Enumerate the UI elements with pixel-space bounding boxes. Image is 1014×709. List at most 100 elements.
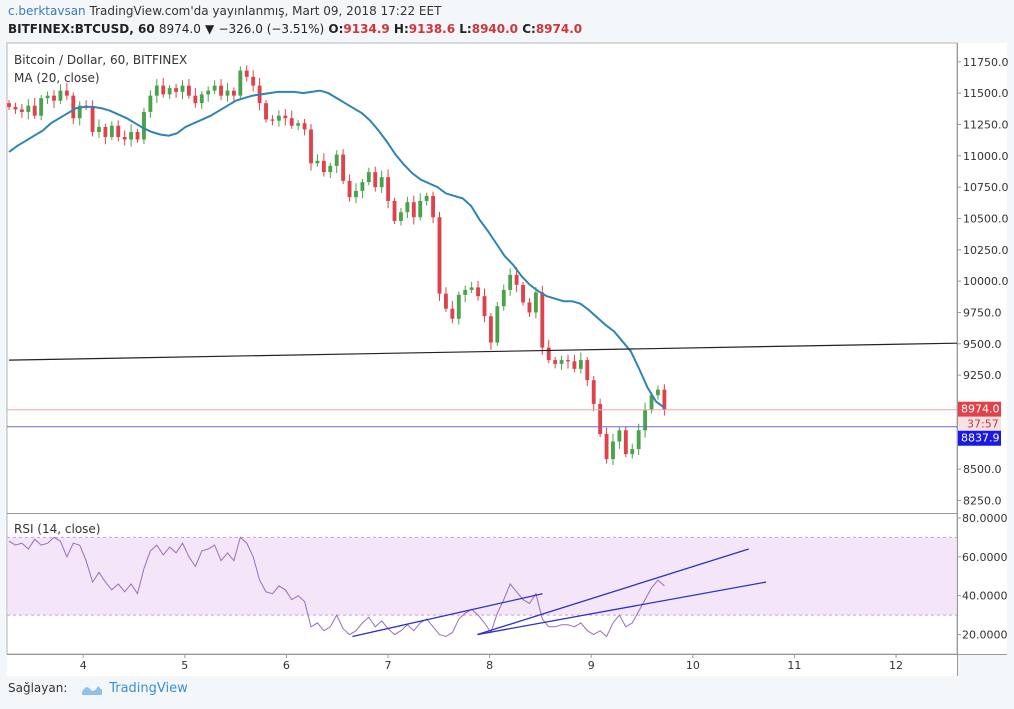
rsi-tick-label: 20.0000	[962, 629, 1008, 642]
candle-body	[572, 361, 577, 369]
candle-body	[231, 90, 236, 96]
candle-body	[276, 115, 281, 121]
price-tick-label: 10250.0	[963, 244, 1009, 257]
publish-info: c.berktavsan TradingView.com'da yayınlan…	[8, 4, 441, 18]
candle-body	[167, 88, 172, 95]
candle-body	[553, 360, 558, 364]
candle-body	[321, 160, 326, 173]
candle-body	[154, 85, 159, 96]
rsi-band	[8, 537, 957, 616]
candle-body	[354, 190, 358, 198]
candle-body	[39, 98, 44, 116]
tradingview-link[interactable]: TradingView	[109, 681, 188, 696]
candle-body	[444, 293, 448, 309]
change-value: −326.0 (−3.51%)	[218, 22, 325, 36]
time-tick-label: 6	[283, 659, 290, 672]
rsi-trendline[interactable]	[352, 593, 543, 638]
candle-body	[135, 131, 140, 140]
rsi-legend: RSI (14, close)	[14, 522, 100, 536]
price-tick-label: 11250.0	[963, 118, 1009, 131]
candle-body	[174, 88, 179, 92]
candle-body	[559, 360, 564, 364]
candle-body	[7, 103, 11, 107]
candle-body	[643, 410, 648, 431]
symbol-label: BITFINEX:BTCUSD, 60	[8, 22, 155, 36]
candle-body	[360, 182, 365, 191]
candle-body	[476, 287, 480, 297]
countdown-tag: 37:57	[967, 418, 999, 431]
candle-body	[212, 85, 217, 91]
candle-body	[58, 90, 63, 101]
candle-body	[225, 90, 230, 96]
time-tick-label: 5	[181, 659, 188, 672]
candle-body	[283, 115, 288, 119]
candle-body	[379, 177, 384, 188]
candle-body	[463, 289, 468, 295]
price-tick-label: 10500.0	[963, 212, 1009, 225]
resistance-trendline[interactable]	[9, 342, 958, 361]
tradingview-logo-icon[interactable]	[81, 682, 103, 696]
candle-body	[623, 430, 628, 455]
price-tick-label: 10000.0	[963, 275, 1009, 288]
username-link[interactable]: c.berktavsan	[8, 4, 86, 18]
provider-label: Sağlayan:	[8, 681, 68, 695]
candle-body	[662, 389, 667, 410]
low-value: 8940.0	[471, 22, 519, 36]
time-tick-label: 10	[686, 659, 700, 672]
candle-body	[405, 202, 410, 213]
candle-body	[488, 316, 493, 343]
candle-body	[206, 90, 211, 95]
candle-body	[334, 154, 339, 166]
candle-body	[482, 296, 487, 317]
candle-body	[315, 160, 320, 164]
rsi-tick-label: 60.0000	[962, 551, 1008, 564]
high-value: 9138.6	[408, 22, 456, 36]
candle-body	[411, 202, 416, 218]
candle-body	[116, 125, 121, 137]
rsi-line	[8, 536, 665, 638]
candle-body	[527, 302, 532, 313]
price-tick-label: 8500.0	[963, 463, 1002, 476]
candle-body	[418, 200, 423, 218]
rsi-trendline[interactable]	[477, 581, 767, 636]
trendlines-group[interactable]	[9, 342, 958, 638]
time-tick-label: 11	[787, 659, 801, 672]
candle-body	[521, 284, 525, 303]
candle-body	[347, 180, 352, 198]
rsi-trendline[interactable]	[477, 548, 749, 636]
candle-body	[45, 95, 50, 99]
candle-body	[366, 172, 371, 183]
price-tick-label: 9500.0	[963, 338, 1002, 351]
candle-body	[71, 95, 76, 119]
time-tick-label: 12	[889, 659, 903, 672]
time-tick-label: 4	[80, 659, 87, 672]
candle-body	[238, 70, 243, 96]
candle-body	[566, 360, 570, 362]
candle-body	[386, 177, 391, 201]
candle-body	[598, 403, 603, 435]
line-price-tag: 8837.9	[961, 432, 1000, 445]
price-axis[interactable]	[958, 43, 1007, 654]
price-pane[interactable]	[7, 43, 957, 513]
candle-body	[289, 118, 294, 126]
rsi-tick-label: 80.0000	[962, 512, 1008, 525]
candle-body	[501, 289, 506, 307]
candle-body	[431, 195, 436, 218]
candle-body	[296, 123, 301, 126]
low-label: L:	[459, 22, 472, 36]
candle-body	[142, 111, 146, 140]
time-axis[interactable]	[7, 655, 957, 676]
rsi-tick-label: 40.0000	[962, 590, 1008, 603]
candle-body	[148, 95, 153, 112]
candle-body	[52, 95, 56, 101]
candle-body	[591, 380, 596, 404]
price-tick-label: 9750.0	[963, 306, 1002, 319]
time-ticks: 4 5 6 7 8 9 10 11 12	[80, 654, 903, 672]
candle-body	[180, 85, 185, 92]
time-tick-label: 7	[385, 659, 392, 672]
candle-body	[309, 129, 313, 164]
candle-body	[495, 306, 500, 343]
candle-body	[636, 430, 641, 450]
